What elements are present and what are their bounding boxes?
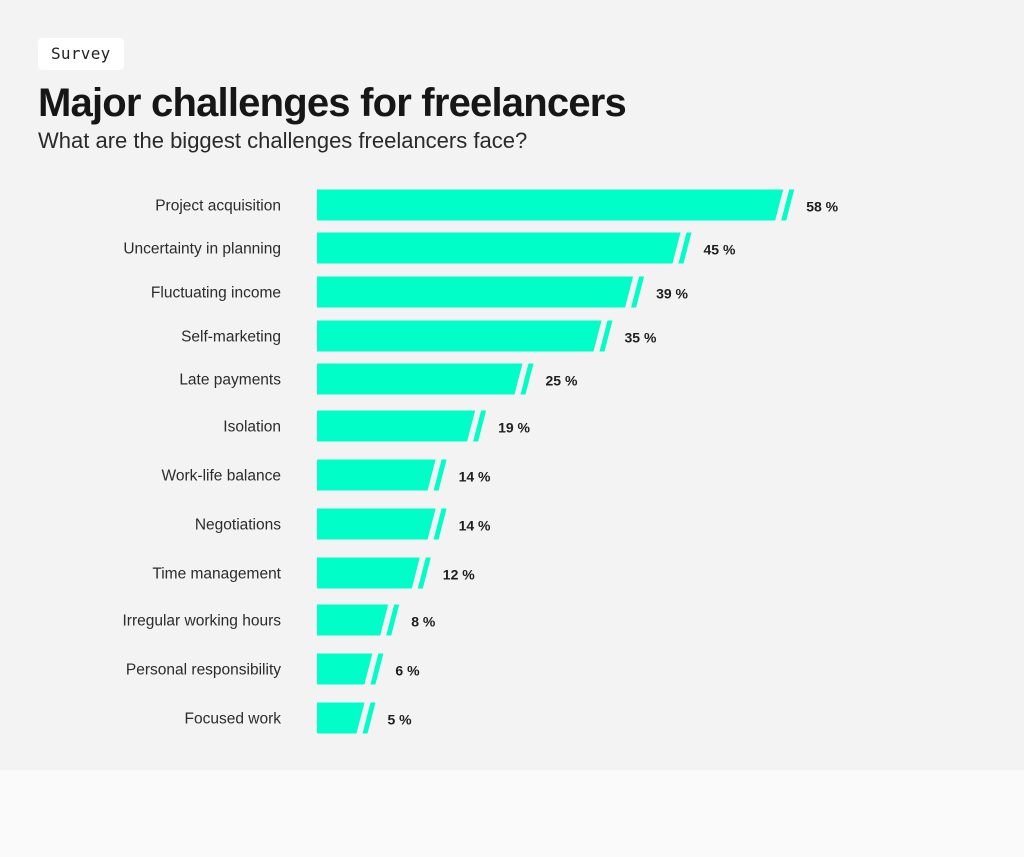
category-label: Project acquisition [155, 198, 281, 215]
bar [317, 459, 436, 491]
value-label: 19 % [498, 420, 530, 436]
category-label: Fluctuating income [151, 285, 281, 302]
category-label: Negotiations [195, 517, 281, 534]
category-label: Personal responsibility [126, 662, 281, 679]
survey-tag: Survey [38, 38, 124, 70]
value-label: 14 % [459, 469, 491, 485]
bar-slash [781, 189, 795, 221]
bar-slash [599, 320, 613, 352]
bar [317, 189, 784, 221]
bar [317, 702, 365, 734]
category-label: Self-marketing [181, 329, 281, 346]
chart-subtitle: What are the biggest challenges freelanc… [38, 128, 528, 153]
bar-slash [520, 363, 534, 395]
value-label: 58 % [806, 199, 838, 215]
value-label: 25 % [546, 373, 578, 389]
value-label: 45 % [704, 242, 736, 258]
category-label: Focused work [185, 711, 282, 728]
bar-slash [678, 232, 692, 264]
bar [317, 320, 602, 352]
value-label: 35 % [625, 330, 657, 346]
bar-slash [417, 557, 431, 589]
bar-slash [631, 276, 645, 308]
category-label: Work-life balance [162, 468, 281, 485]
value-label: 14 % [459, 518, 491, 534]
bar [317, 508, 436, 540]
value-label: 12 % [443, 567, 475, 583]
value-label: 6 % [395, 663, 420, 679]
bar [317, 410, 476, 442]
bar [317, 276, 634, 308]
bar-slash [370, 653, 384, 685]
value-label: 39 % [656, 286, 688, 302]
bar [317, 653, 373, 685]
bar-slash [433, 459, 447, 491]
bar [317, 604, 389, 636]
category-label: Late payments [179, 372, 281, 389]
bar-slash [386, 604, 400, 636]
bar-slash [473, 410, 487, 442]
bar-slash [362, 702, 376, 734]
category-label: Uncertainty in planning [123, 241, 281, 258]
bar [317, 232, 681, 264]
bar [317, 557, 420, 589]
value-label: 5 % [388, 712, 413, 728]
category-label: Time management [152, 566, 281, 583]
bar [317, 363, 523, 395]
category-label: Isolation [223, 419, 281, 436]
footer-strip [0, 770, 1024, 857]
value-label: 8 % [411, 614, 436, 630]
chart-title: Major challenges for freelancers [38, 81, 627, 125]
category-label: Irregular working hours [122, 613, 281, 630]
bar-slash [433, 508, 447, 540]
bar-chart: Project acquisition 58 % Uncertainty in pl… [122, 189, 839, 734]
